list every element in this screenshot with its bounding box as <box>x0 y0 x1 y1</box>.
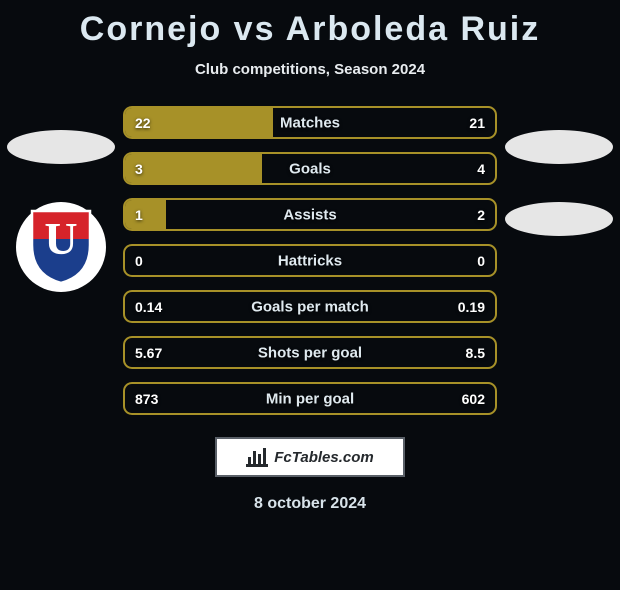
stat-row: 3 4 Goals <box>123 152 497 185</box>
stat-value-left: 1 <box>135 207 143 223</box>
right-player-avatar <box>505 130 613 164</box>
subtitle: Club competitions, Season 2024 <box>0 61 620 78</box>
stat-value-left: 0 <box>135 253 143 269</box>
date-label: 8 october 2024 <box>0 495 620 513</box>
stat-value-right: 8.5 <box>466 345 485 361</box>
stat-value-left: 0.14 <box>135 299 162 315</box>
stat-value-left: 5.67 <box>135 345 162 361</box>
stat-row: 22 21 Matches <box>123 106 497 139</box>
right-player-club-badge <box>505 202 613 236</box>
stat-row: 1 2 Assists <box>123 198 497 231</box>
stat-row: 0 0 Hattricks <box>123 244 497 277</box>
left-player-col: U <box>6 130 116 292</box>
liga-de-quito-icon: U <box>28 209 94 285</box>
left-player-club-badge: U <box>16 202 106 292</box>
left-player-avatar <box>7 130 115 164</box>
fctables-label: FcTables.com <box>274 449 373 466</box>
page-title: Cornejo vs Arboleda Ruiz <box>0 10 620 49</box>
stat-label: Matches <box>280 114 340 131</box>
stat-value-right: 602 <box>462 391 485 407</box>
stat-label: Assists <box>283 206 336 223</box>
svg-text:U: U <box>44 213 77 264</box>
stat-row: 873 602 Min per goal <box>123 382 497 415</box>
stats-container: 22 21 Matches 3 4 Goals 1 2 Assists 0 0 Hattricks 0.… <box>123 106 497 415</box>
stat-value-right: 0.19 <box>458 299 485 315</box>
stat-row: 5.67 8.5 Shots per goal <box>123 336 497 369</box>
bar-chart-icon <box>246 447 268 467</box>
stat-value-left: 3 <box>135 161 143 177</box>
right-player-col <box>504 130 614 236</box>
stat-bar-left <box>125 154 262 183</box>
stat-value-right: 21 <box>469 115 485 131</box>
stat-label: Goals per match <box>251 298 369 315</box>
stat-label: Min per goal <box>266 390 354 407</box>
stat-label: Shots per goal <box>258 344 362 361</box>
stat-bar-left <box>125 200 166 229</box>
stat-row: 0.14 0.19 Goals per match <box>123 290 497 323</box>
stat-value-right: 4 <box>477 161 485 177</box>
stat-label: Hattricks <box>278 252 342 269</box>
stat-value-left: 873 <box>135 391 158 407</box>
stat-value-left: 22 <box>135 115 151 131</box>
stat-label: Goals <box>289 160 331 177</box>
stat-value-right: 2 <box>477 207 485 223</box>
stat-value-right: 0 <box>477 253 485 269</box>
fctables-branding[interactable]: FcTables.com <box>215 437 405 477</box>
